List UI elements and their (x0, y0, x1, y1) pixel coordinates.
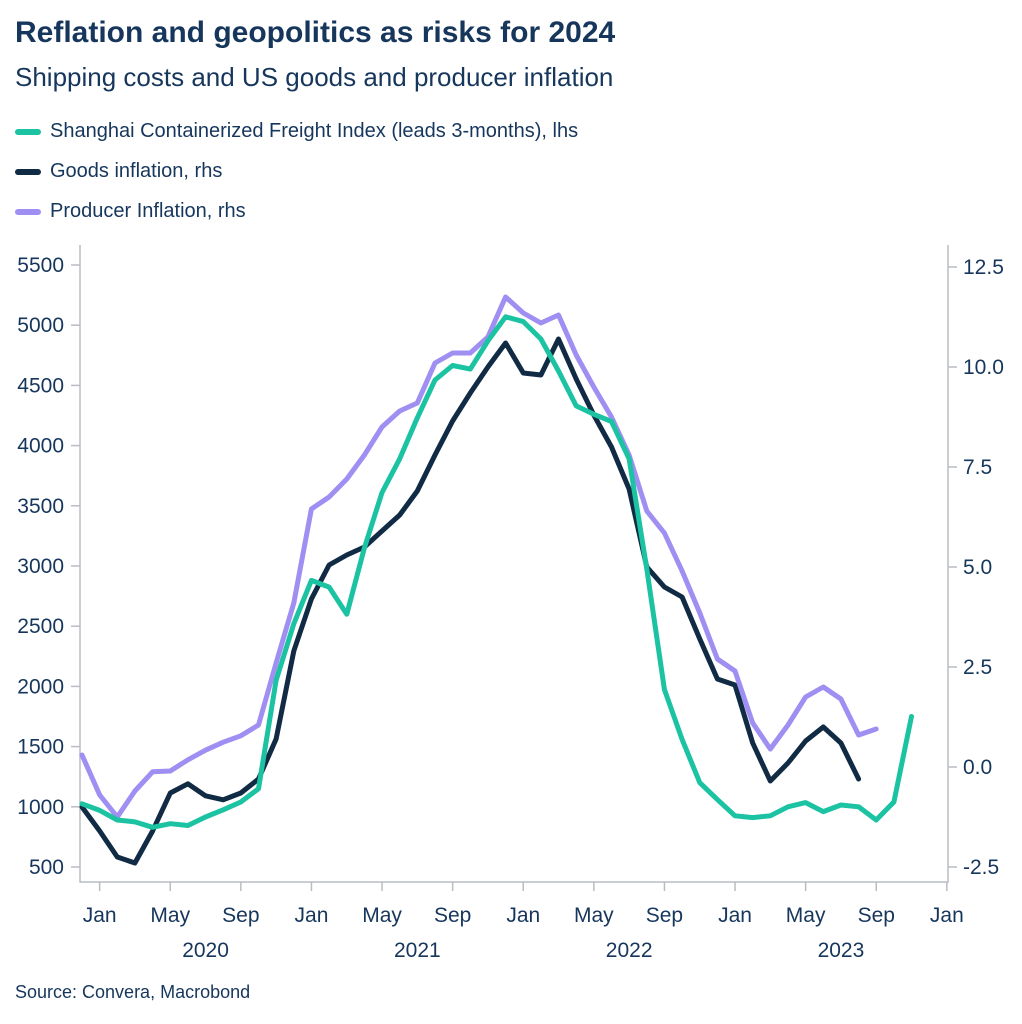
left-axis-tick-label: 3000 (17, 555, 64, 578)
legend-label: Goods inflation, rhs (50, 160, 223, 182)
right-axis-tick-label: -2.5 (963, 856, 999, 879)
left-axis-tick-label: 5000 (17, 314, 64, 337)
page-subtitle: Shipping costs and US goods and producer… (15, 62, 614, 92)
x-axis-month-label: Jan (295, 904, 329, 927)
legend-item-goods-inflation: Goods inflation, rhs (15, 160, 578, 183)
right-axis-tick-label: 2.5 (963, 656, 992, 679)
x-axis-month-label: Sep (434, 904, 471, 927)
x-axis-month-label: Jan (930, 904, 964, 927)
x-axis-month-label: May (786, 904, 826, 927)
right-axis-tick-label: 5.0 (963, 556, 992, 579)
scfi-line (79, 314, 914, 830)
axis-spines (79, 245, 949, 883)
x-axis-month-label: Sep (858, 904, 895, 927)
legend-label: Shanghai Containerized Freight Index (le… (50, 120, 579, 142)
right-axis: -2.5 0.0 2.5 5.0 7.5 10.0 12.5 (948, 256, 1004, 879)
left-axis-tick-label: 2500 (17, 615, 64, 638)
left-axis-tick-label: 1000 (17, 796, 64, 819)
x-axis-month-label: Jan (506, 904, 540, 927)
x-axis-month-label: May (574, 904, 614, 927)
x-axis-year-label: 2022 (606, 939, 653, 962)
left-axis-tick-label: 1500 (17, 736, 64, 759)
x-axis-year-label: 2023 (818, 939, 865, 962)
producer-inflation-line-swatch-icon (15, 208, 41, 215)
x-axis-month-label: Jan (83, 904, 117, 927)
x-axis-year-label: 2021 (394, 939, 441, 962)
x-axis-month-label: Jan (718, 904, 752, 927)
left-axis-tick-label: 4500 (17, 374, 64, 397)
legend-label: Producer Inflation, rhs (50, 200, 246, 222)
right-axis-tick-label: 10.0 (963, 356, 1004, 379)
legend-item-producer-inflation: Producer Inflation, rhs (15, 200, 578, 223)
legend: Shanghai Containerized Freight Index (le… (15, 120, 578, 223)
producer-inflation-line (79, 294, 879, 820)
goods-inflation-line (79, 336, 862, 866)
x-axis-month-label: Sep (646, 904, 683, 927)
x-axis-month-label: Sep (222, 904, 259, 927)
left-axis-tick-label: 5500 (17, 254, 64, 277)
right-axis-tick-label: 12.5 (963, 256, 1004, 279)
goods-inflation-line-swatch-icon (15, 168, 41, 175)
x-axis-month-label: May (362, 904, 402, 927)
source-note: Source: Convera, Macrobond (15, 982, 251, 1002)
left-axis: 500 1000 1500 2000 2500 3000 3500 4000 4500 5000 5… (17, 254, 80, 879)
right-axis-tick-label: 7.5 (963, 456, 992, 479)
x-axis-year-label: 2020 (182, 939, 229, 962)
scfi-line-swatch-icon (15, 128, 41, 135)
left-axis-tick-label: 3500 (17, 495, 64, 518)
right-axis-tick-label: 0.0 (963, 756, 992, 779)
x-axis-month-label: May (150, 904, 190, 927)
left-axis-tick-label: 500 (29, 856, 64, 879)
left-axis-tick-label: 2000 (17, 675, 64, 698)
legend-item-scfi: Shanghai Containerized Freight Index (le… (15, 120, 578, 143)
x-axis: Jan May Sep Jan May Sep Jan May Sep Jan May Sep Jan 2… (83, 882, 964, 962)
left-axis-tick-label: 4000 (17, 435, 64, 458)
page-title: Reflation and geopolitics as risks for 2… (15, 16, 616, 49)
